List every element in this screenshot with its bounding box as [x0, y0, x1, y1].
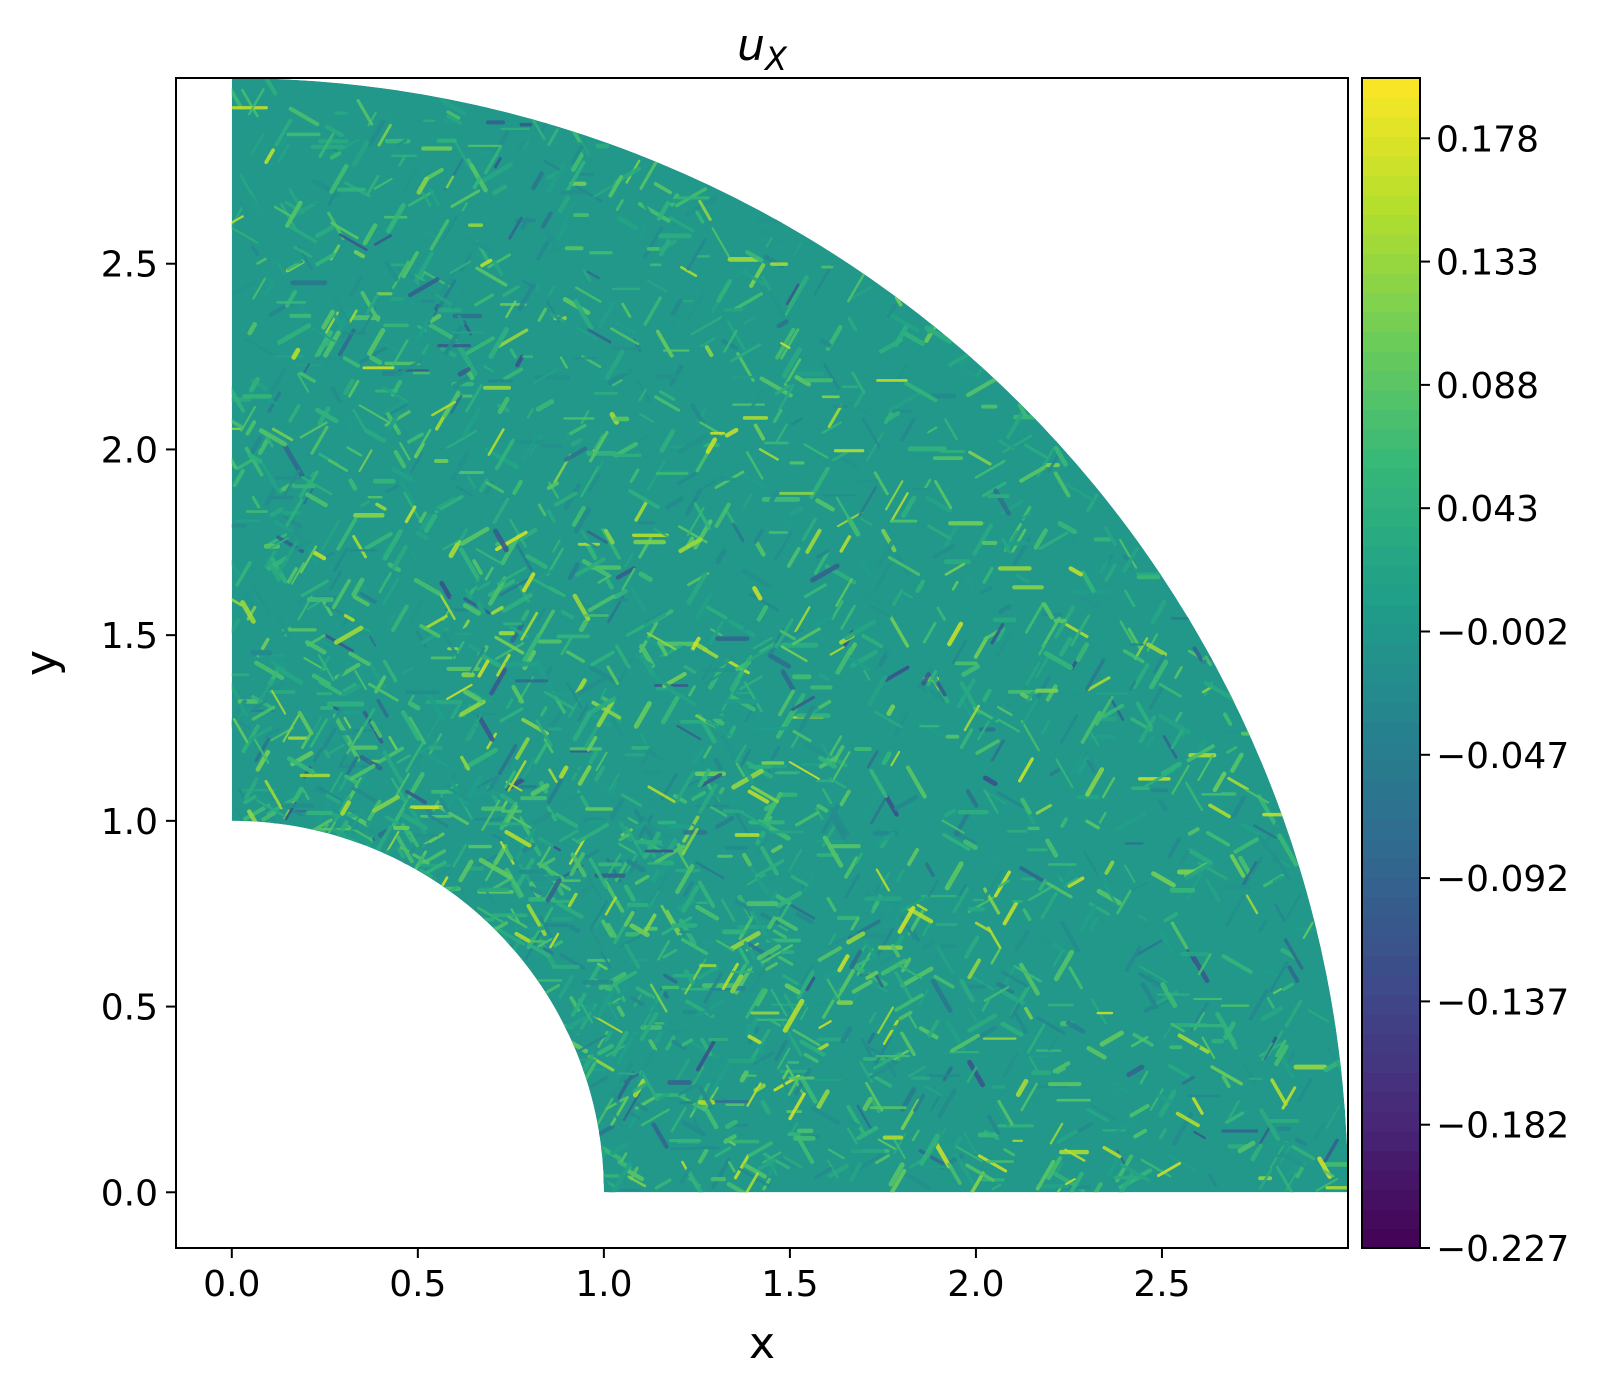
x-tick-label: 1.5: [761, 1264, 818, 1305]
colorbar-segment: [1362, 409, 1420, 430]
colorbar-segment: [1362, 780, 1420, 801]
colorbar-segment: [1362, 78, 1420, 99]
colorbar-segment: [1362, 487, 1420, 508]
y-tick-label: 2.0: [101, 430, 158, 471]
colorbar-tick-label: −0.182: [1436, 1106, 1569, 1147]
x-tick-label: 2.5: [1133, 1264, 1190, 1305]
chart-title-subscript: X: [763, 40, 788, 78]
colorbar-segment: [1362, 819, 1420, 840]
colorbar-segment: [1362, 1131, 1420, 1152]
x-tick-label: 0.0: [203, 1264, 260, 1305]
colorbar-segment: [1362, 604, 1420, 625]
colorbar-segment: [1362, 1033, 1420, 1054]
x-tick-label: 2.0: [947, 1264, 1004, 1305]
y-tick-label: 0.0: [101, 1173, 158, 1214]
y-axis: 0.0 0.5 1.0 1.5 2.0 2.5: [101, 245, 176, 1214]
colorbar-segment: [1362, 214, 1420, 235]
colorbar-segment: [1362, 1072, 1420, 1093]
y-axis-label: y: [16, 650, 67, 676]
chart-title: uX: [737, 20, 788, 78]
colorbar-segment: [1362, 975, 1420, 996]
colorbar-segment: [1362, 195, 1420, 216]
colorbar-tick-label: 0.178: [1436, 119, 1539, 160]
colorbar-segment: [1362, 1111, 1420, 1132]
colorbar-segment: [1362, 585, 1420, 606]
colorbar-segment: [1362, 234, 1420, 255]
colorbar-segment: [1362, 156, 1420, 177]
colorbar-tick-label: −0.227: [1436, 1229, 1569, 1270]
field-heatmap: [231, 78, 1348, 1193]
y-tick-label: 0.5: [101, 988, 158, 1029]
colorbar-segment: [1362, 643, 1420, 664]
colorbar-segment: [1362, 351, 1420, 372]
colorbar-segment: [1362, 663, 1420, 684]
colorbar-tick-label: −0.137: [1436, 982, 1569, 1023]
colorbar-segment: [1362, 468, 1420, 489]
y-tick-label: 2.5: [101, 245, 158, 286]
colorbar-segment: [1362, 858, 1420, 879]
colorbar-tick-label: 0.088: [1436, 366, 1539, 407]
colorbar-segment: [1362, 1228, 1420, 1249]
colorbar-segment: [1362, 253, 1420, 274]
x-axis-label: x: [749, 1318, 775, 1369]
colorbar-segment: [1362, 292, 1420, 313]
colorbar-segment: [1362, 721, 1420, 742]
colorbar-segment: [1362, 1170, 1420, 1191]
colorbar-segment: [1362, 97, 1420, 118]
colorbar-tick-label: −0.092: [1436, 859, 1569, 900]
colorbar-segment: [1362, 429, 1420, 450]
colorbar-segment: [1362, 955, 1420, 976]
x-tick-label: 0.5: [389, 1264, 446, 1305]
x-tick-label: 1.0: [575, 1264, 632, 1305]
colorbar-segment: [1362, 175, 1420, 196]
colorbar-segment: [1362, 897, 1420, 918]
colorbar-segment: [1362, 1092, 1420, 1113]
colorbar-segment: [1362, 702, 1420, 723]
colorbar: 0.178 0.133 0.088 0.043 −0.002 −0.047 −0.092 −0…: [1361, 77, 1569, 1270]
colorbar-segment: [1362, 370, 1420, 391]
colorbar-tick-label: −0.047: [1436, 736, 1569, 777]
colorbar-segment: [1362, 546, 1420, 567]
colorbar-segment: [1362, 273, 1420, 294]
colorbar-segment: [1362, 117, 1420, 138]
y-tick-label: 1.5: [101, 616, 158, 657]
colorbar-segment: [1362, 136, 1420, 157]
colorbar-segment: [1362, 916, 1420, 937]
colorbar-tick-label: 0.133: [1436, 243, 1539, 284]
colorbar-segment: [1362, 936, 1420, 957]
colorbar-segment: [1362, 1209, 1420, 1230]
colorbar-segment: [1362, 799, 1420, 820]
colorbar-segment: [1362, 838, 1420, 859]
colorbar-segment: [1362, 877, 1420, 898]
y-tick-label: 1.0: [101, 802, 158, 843]
colorbar-segment: [1362, 741, 1420, 762]
colorbar-segment: [1362, 1053, 1420, 1074]
colorbar-segment: [1362, 390, 1420, 411]
chart-title-main: u: [737, 20, 765, 71]
colorbar-segment: [1362, 312, 1420, 333]
x-axis: 0.0 0.5 1.0 1.5 2.0 2.5: [203, 1248, 1191, 1305]
colorbar-segment: [1362, 1150, 1420, 1171]
colorbar-segment: [1362, 507, 1420, 528]
colorbar-tick-label: −0.002: [1436, 612, 1569, 653]
colorbar-segment: [1362, 1014, 1420, 1035]
colorbar-segment: [1362, 624, 1420, 645]
colorbar-segment: [1362, 682, 1420, 703]
colorbar-segment: [1362, 1189, 1420, 1210]
chart-title-group: uX: [737, 20, 788, 78]
colorbar-segment: [1362, 331, 1420, 352]
colorbar-segment: [1362, 994, 1420, 1015]
colorbar-frame: [1361, 77, 1421, 1249]
colorbar-segment: [1362, 760, 1420, 781]
axes-frame: [175, 77, 1349, 1249]
colorbar-segment: [1362, 526, 1420, 547]
colorbar-segment: [1362, 565, 1420, 586]
colorbar-tick-label: 0.043: [1436, 489, 1539, 530]
colorbar-segment: [1362, 448, 1420, 469]
